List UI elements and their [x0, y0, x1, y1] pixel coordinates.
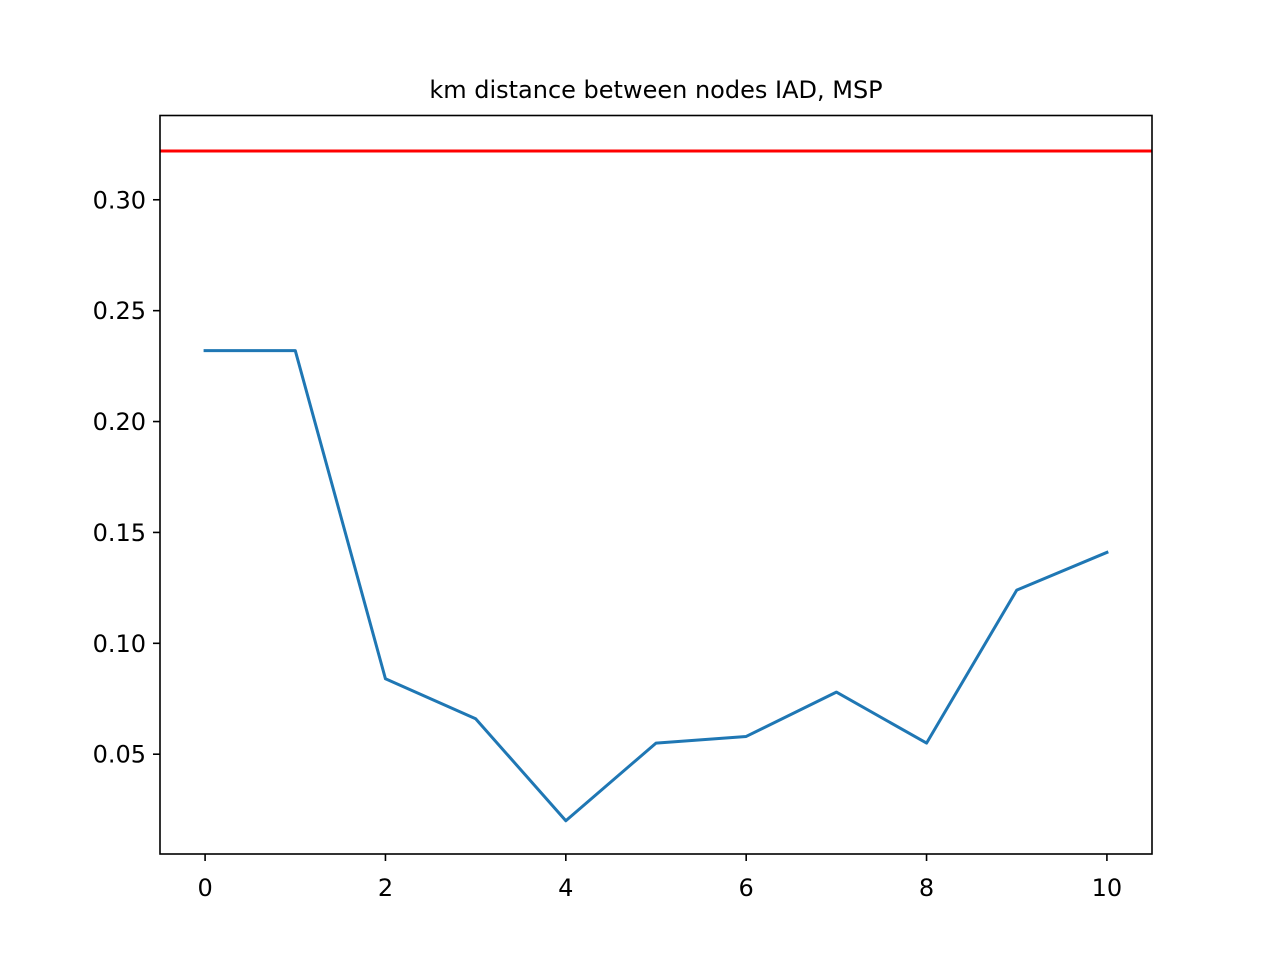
- x-axis: 0 2 4 6 8 10: [197, 854, 1122, 902]
- x-tick-label: 4: [558, 874, 573, 902]
- x-tick-label: 8: [919, 874, 934, 902]
- chart-title: km distance between nodes IAD, MSP: [429, 76, 882, 104]
- x-tick-label: 10: [1092, 874, 1123, 902]
- y-tick-label: 0.05: [93, 741, 146, 769]
- y-axis: 0.05 0.10 0.15 0.20 0.25 0.30: [93, 186, 160, 769]
- x-tick-label: 6: [739, 874, 754, 902]
- x-tick-label: 0: [197, 874, 212, 902]
- axes-frame: [159, 114, 1153, 855]
- y-tick-label: 0.20: [93, 408, 146, 436]
- series-line: [203, 349, 1109, 823]
- y-tick-label: 0.10: [93, 630, 146, 658]
- plot-area: [160, 149, 1152, 823]
- x-tick-label: 2: [378, 874, 393, 902]
- y-tick-label: 0.25: [93, 297, 146, 325]
- y-tick-label: 0.30: [93, 186, 146, 214]
- y-tick-label: 0.15: [93, 519, 146, 547]
